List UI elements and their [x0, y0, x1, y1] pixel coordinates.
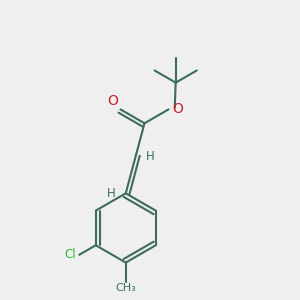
Text: O: O — [172, 102, 183, 116]
Text: H: H — [107, 187, 116, 200]
Text: Cl: Cl — [65, 248, 76, 261]
Text: CH₃: CH₃ — [116, 284, 136, 293]
Text: H: H — [146, 150, 154, 163]
Text: O: O — [107, 94, 118, 108]
